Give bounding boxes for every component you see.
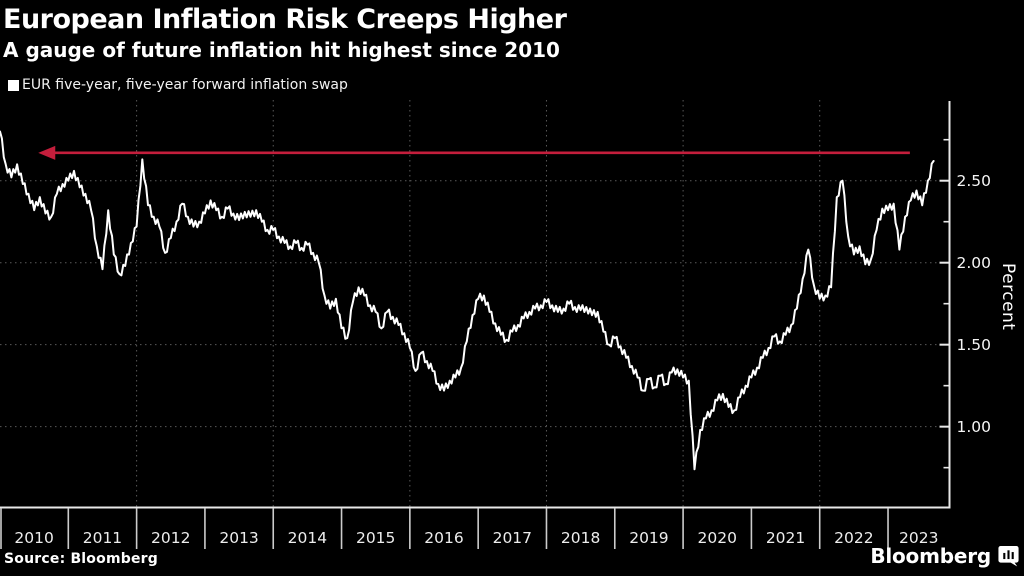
- legend-label: EUR five-year, five-year forward inflati…: [22, 77, 348, 93]
- legend-swatch-icon: [8, 79, 19, 91]
- x-axis-year-label: 2017: [492, 529, 533, 547]
- x-axis-year-label: 2015: [355, 529, 396, 547]
- x-axis-year-label: 2014: [287, 529, 328, 547]
- chart-title: European Inflation Risk Creeps Higher: [3, 4, 567, 35]
- x-axis-year-label: 2012: [151, 529, 191, 547]
- x-axis-year-label: 2016: [424, 529, 464, 547]
- y-axis-tick-label: 2.50: [956, 171, 992, 190]
- bloomberg-terminal-icon: [998, 545, 1019, 567]
- legend: EUR five-year, five-year forward inflati…: [8, 77, 348, 93]
- y-axis-tick-label: 1.50: [956, 335, 992, 354]
- x-axis-year-label: 2010: [14, 529, 54, 547]
- y-axis-tick-label: 1.00: [956, 417, 992, 436]
- series-line: [0, 130, 935, 471]
- annotation-arrow-head: [38, 145, 56, 160]
- x-axis-year-label: 2019: [629, 529, 669, 547]
- x-axis-year-label: 2013: [219, 529, 259, 547]
- bloomberg-wordmark: Bloomberg: [870, 544, 991, 568]
- chart-subtitle: A gauge of future inflation hit highest …: [3, 38, 560, 62]
- bloomberg-logo: Bloomberg: [870, 544, 1019, 568]
- x-axis-year-label: 2021: [765, 529, 806, 547]
- y-axis-title: Percent: [998, 263, 1018, 331]
- x-axis-year-label: 2020: [697, 529, 737, 547]
- y-axis-tick-label: 2.00: [956, 253, 992, 272]
- x-axis-year-label: 2023: [899, 529, 939, 547]
- x-axis-year-label: 2018: [560, 529, 601, 547]
- source-note: Source: Bloomberg: [4, 551, 158, 567]
- x-axis-year-label: 2011: [82, 529, 123, 547]
- x-axis-year-label: 2022: [834, 529, 874, 547]
